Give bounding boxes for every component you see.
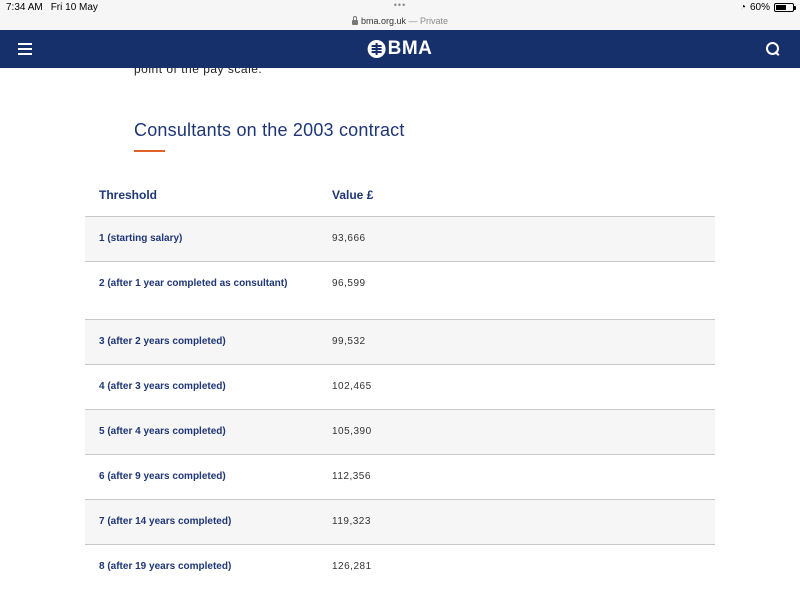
multitasking-dots-icon[interactable]: •••: [393, 0, 407, 10]
table-row: 8 (after 19 years completed) 126,281: [85, 545, 715, 590]
battery-icon: [774, 3, 796, 12]
status-right: ◔ 60%: [739, 2, 796, 13]
value-cell: 102,465: [318, 364, 715, 410]
threshold-cell: 6 (after 9 years completed): [85, 454, 318, 500]
site-header: BMA: [0, 30, 800, 68]
column-header-threshold: Threshold: [85, 176, 318, 217]
status-left: 7:34 AM Fri 10 May: [6, 2, 98, 13]
threshold-cell: 2 (after 1 year completed as consultant): [85, 261, 318, 320]
pay-scale-table: Threshold Value £ 1 (starting salary) 93…: [85, 176, 715, 589]
address-domain: bma.org.uk: [360, 16, 406, 26]
status-time: 7:34 AM: [6, 2, 43, 13]
title-underline: [134, 150, 165, 152]
table-row: 7 (after 14 years completed) 119,323: [85, 499, 715, 545]
threshold-cell: 7 (after 14 years completed): [85, 499, 318, 545]
threshold-cell: 3 (after 2 years completed): [85, 319, 318, 365]
address-bar[interactable]: bma.org.uk — Private: [0, 14, 800, 30]
bma-logo[interactable]: BMA: [367, 38, 433, 60]
value-cell: 96,599: [318, 261, 715, 320]
table-row: 6 (after 9 years completed) 112,356: [85, 454, 715, 500]
table-row: 3 (after 2 years completed) 99,532: [85, 319, 715, 365]
threshold-cell: 8 (after 19 years completed): [99, 561, 232, 572]
threshold-cell: 4 (after 3 years completed): [85, 364, 318, 410]
battery-percent: 60%: [749, 2, 770, 13]
status-bar: 7:34 AM Fri 10 May ••• ◔ 60%: [0, 0, 800, 14]
private-mode-label: Private: [420, 16, 449, 26]
value-cell: 99,532: [318, 319, 715, 365]
value-cell: 119,323: [318, 499, 715, 545]
table-row: 4 (after 3 years completed) 102,465: [85, 364, 715, 410]
section-title: Consultants on the 2003 contract: [134, 120, 405, 140]
main-content: point of the pay scale. Consultants on t…: [0, 68, 800, 600]
threshold-cell: 1 (starting salary): [85, 216, 318, 262]
previous-paragraph-text: point of the pay scale.: [134, 68, 263, 76]
value-cell: 112,356: [318, 454, 715, 500]
battery-fill: [776, 5, 786, 10]
lock-icon: [351, 16, 358, 25]
value-cell: 105,390: [318, 409, 715, 455]
table-row: 1 (starting salary) 93,666: [85, 216, 715, 262]
status-date: Fri 10 May: [50, 2, 98, 13]
logo-text: BMA: [387, 38, 433, 59]
address-separator: —: [408, 16, 418, 26]
bma-logo-mark-icon: [367, 40, 386, 58]
table-row: 5 (after 4 years completed) 105,390: [85, 409, 715, 455]
search-icon[interactable]: [766, 42, 780, 56]
threshold-cell: 5 (after 4 years completed): [85, 409, 318, 455]
column-header-value: Value £: [318, 176, 715, 217]
hamburger-menu-icon[interactable]: [18, 43, 32, 55]
table-row: 2 (after 1 year completed as consultant)…: [85, 261, 715, 320]
value-cell: 93,666: [318, 216, 715, 262]
value-cell: 126,281: [332, 561, 372, 572]
wifi-icon: ◔: [739, 2, 746, 13]
table-header-row: Threshold Value £: [85, 176, 715, 217]
